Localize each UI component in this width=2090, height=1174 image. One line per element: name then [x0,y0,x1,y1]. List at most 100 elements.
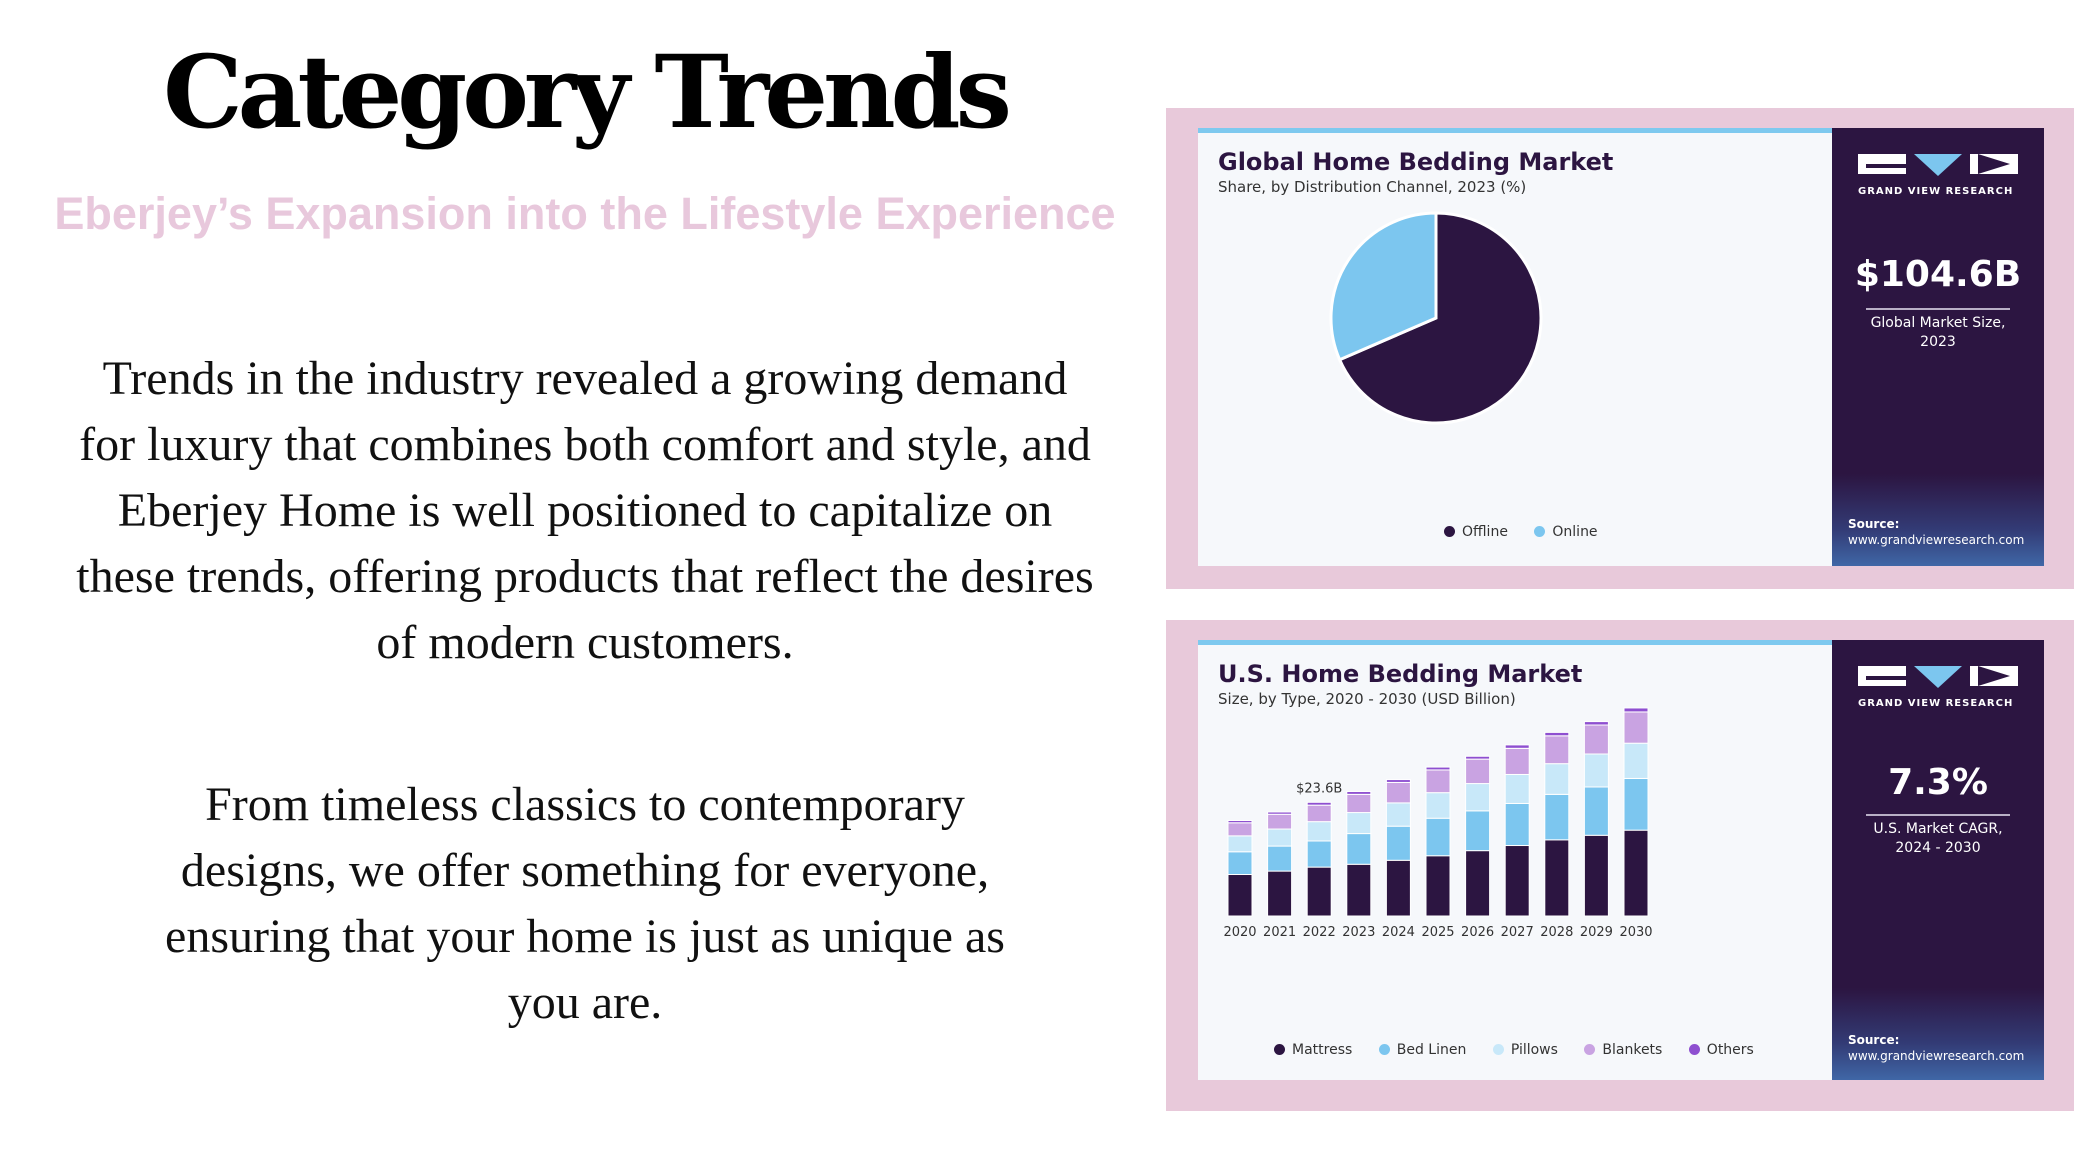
bar-2030-bed-linen [1623,777,1649,831]
accent-bar [1198,640,1832,645]
source-url[interactable]: www.grandviewresearch.com [1848,533,2025,547]
bar-2027-others [1504,744,1530,749]
bar-2022-mattress [1306,866,1332,917]
brand-name: GRAND VIEW RESEARCH [1858,698,2014,709]
bar-2027-blankets [1504,747,1530,775]
bar-2021-bed-linen [1267,845,1293,872]
legend-label-others: Others [1706,1042,1754,1058]
bar-2022-blankets [1306,804,1332,823]
x-tick-2026: 2026 [1461,925,1494,940]
bar-2022-pillows [1306,821,1332,842]
pie-legend: Offline Online [1444,524,1620,540]
legend-label-online: Online [1552,524,1598,540]
caption-line-2: 2024 - 2030 [1895,840,1981,856]
bar-2028-bed-linen [1544,793,1570,841]
bar-2029-pillows [1583,753,1609,788]
pie-chart-subtitle: Share, by Distribution Channel, 2023 (%) [1218,178,1527,196]
bar-2026-mattress [1465,850,1491,917]
bar-2023-others [1346,791,1372,795]
bar-2027-mattress [1504,845,1530,917]
legend-label-blankets: Blankets [1602,1042,1663,1058]
bar-2029-mattress [1583,834,1609,917]
legend-dot-others [1688,1044,1700,1055]
bar-chart-subtitle: Size, by Type, 2020 - 2030 (USD Billion) [1218,690,1516,708]
source-note: Source: www.grandviewresearch.com [1848,1032,2024,1064]
bar-2021-others [1267,811,1293,815]
paragraph-industry-trends: Trends in the industry revealed a growin… [76,352,1094,669]
bar-2028-pillows [1544,763,1570,795]
bar-2025-blankets [1425,769,1451,794]
x-tick-2020: 2020 [1223,925,1256,940]
bar-2027-pillows [1504,773,1530,804]
legend-dot-online [1534,526,1546,537]
bar-2020-bed-linen [1227,851,1253,876]
legend-item-online: Online [1534,524,1598,540]
us-bedding-card: U.S. Home Bedding Market Size, by Type, … [1198,640,2044,1080]
bar-2030-pillows [1623,742,1649,779]
caption-line-1: U.S. Market CAGR, [1873,821,2003,837]
x-tick-2030: 2030 [1619,925,1652,940]
bar-2024-bed-linen [1385,825,1411,861]
bar-2021-pillows [1267,828,1293,847]
bar-2020-blankets [1227,822,1253,837]
slide-title: Category Trends [163,33,1012,151]
stacked-bar-chart: 2020 2021 2022 $23.6B 2023 2024 2025 2026 2027 20… [1223,707,1653,940]
caption-line-2: 2023 [1920,334,1956,350]
x-tick-2025: 2025 [1421,925,1454,940]
bar-2029-others [1583,721,1609,726]
grand-view-research-logo [1858,666,2018,688]
brand-name: GRAND VIEW RESEARCH [1858,186,2014,197]
bar-2023-pillows [1346,812,1372,835]
bar-2022-bed-linen [1306,840,1332,868]
legend-item-mattress: Mattress [1274,1042,1352,1058]
bar-2024-blankets [1385,781,1411,804]
us-cagr-value: 7.3% [1888,762,1988,803]
legend-label-mattress: Mattress [1292,1042,1353,1058]
global-bedding-panel: Global Home Bedding Market Share, by Dis… [1166,108,2074,589]
source-note: Source: www.grandviewresearch.com [1848,516,2024,548]
bar-2028-others [1544,731,1570,737]
accent-bar [1198,128,1832,133]
x-tick-2028: 2028 [1540,925,1573,940]
bar-2022-others [1306,801,1332,806]
bar-2026-others [1465,755,1491,760]
slide-subtitle: Eberjey’s Expansion into the Lifestyle E… [54,188,1116,239]
legend-item-blankets: Blankets [1584,1042,1662,1058]
global-market-size-caption: Global Market Size, 2023 [1832,314,2044,352]
bar-2027-bed-linen [1504,802,1530,847]
decorative-grid [1832,988,2044,1080]
bar-2020-mattress [1227,874,1253,917]
caption-line-1: Global Market Size, [1870,315,2006,331]
decorative-grid [1832,474,2044,566]
bar-2026-pillows [1465,783,1491,812]
bar-chart-title: U.S. Home Bedding Market [1218,660,1583,688]
bar-2028-blankets [1544,735,1570,765]
bar-2023-bed-linen [1346,833,1372,865]
us-bedding-panel: U.S. Home Bedding Market Size, by Type, … [1166,620,2074,1111]
legend-label-pillows: Pillows [1510,1042,1558,1058]
source-url[interactable]: www.grandviewresearch.com [1848,1049,2025,1063]
legend-dot-pillows [1492,1044,1504,1055]
bar-2021-blankets [1267,813,1293,830]
source-label: Source: [1848,1033,1900,1047]
us-cagr-caption: U.S. Market CAGR, 2024 - 2030 [1832,820,2044,858]
bar-2025-mattress [1425,855,1451,917]
bar-2023-blankets [1346,793,1372,814]
x-tick-2027: 2027 [1501,925,1534,940]
source-label: Source: [1848,517,1900,531]
stat-sidebar: GRAND VIEW RESEARCH 7.3% U.S. Market CAG… [1832,640,2044,1080]
x-tick-2029: 2029 [1580,925,1613,940]
bar-2025-pillows [1425,792,1451,819]
legend-dot-blankets [1584,1044,1596,1055]
x-tick-2021: 2021 [1263,925,1296,940]
stat-sidebar: GRAND VIEW RESEARCH $104.6B Global Marke… [1832,128,2044,566]
pie-chart [1329,211,1543,425]
stat-divider [1866,308,2010,310]
pie-slice-offline [1337,211,1543,425]
bar-2026-blankets [1465,758,1491,785]
bar-2021-mattress [1267,870,1293,917]
x-tick-2023: 2023 [1342,925,1375,940]
legend-dot-offline [1444,526,1455,537]
bar-2030-others [1623,707,1649,713]
bar-2029-bed-linen [1583,786,1609,836]
